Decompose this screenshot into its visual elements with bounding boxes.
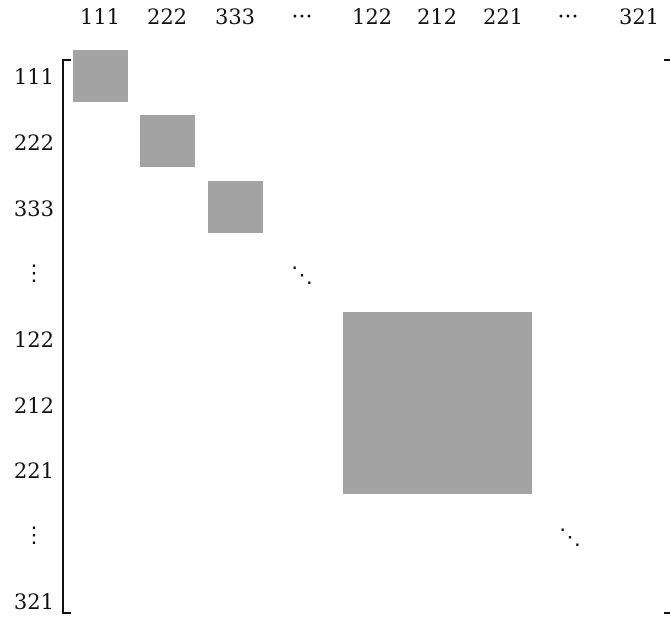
row-label-212: 212 xyxy=(14,394,54,418)
column-label-122: 122 xyxy=(352,5,392,29)
row-label-221: 221 xyxy=(14,459,54,483)
block-333 xyxy=(208,181,263,233)
row-label-321: 321 xyxy=(14,590,54,614)
column-label-321: 321 xyxy=(619,5,659,29)
block-122-212-221 xyxy=(343,312,532,494)
block-111 xyxy=(73,50,128,102)
column-label-222: 222 xyxy=(147,5,187,29)
column-label-333: 333 xyxy=(215,5,255,29)
row-label-333: 333 xyxy=(14,197,54,221)
row-label-122: 122 xyxy=(14,328,54,352)
column-label-212: 212 xyxy=(417,5,457,29)
row-label-111: 111 xyxy=(14,65,54,89)
right-bracket xyxy=(664,59,670,614)
row-label-222: 222 xyxy=(14,131,54,155)
row-label-ellipsis-1: ⋮ xyxy=(23,261,45,286)
column-label-221: 221 xyxy=(483,5,523,29)
row-label-ellipsis-2: ⋮ xyxy=(23,523,45,548)
block-222 xyxy=(140,115,195,167)
column-labels: 111 222 333 ··· 122 212 221 ··· 321 xyxy=(80,5,659,30)
diagonal-ellipsis-1: ⋱ xyxy=(291,263,313,288)
row-labels: 111 222 333 ⋮ 122 212 221 ⋮ 321 xyxy=(14,65,54,614)
column-label-ellipsis-2: ··· xyxy=(558,5,579,30)
column-label-ellipsis-1: ··· xyxy=(292,5,313,30)
left-bracket xyxy=(62,59,71,614)
diagonal-ellipsis-2: ⋱ xyxy=(559,525,581,550)
column-label-111: 111 xyxy=(80,5,120,29)
